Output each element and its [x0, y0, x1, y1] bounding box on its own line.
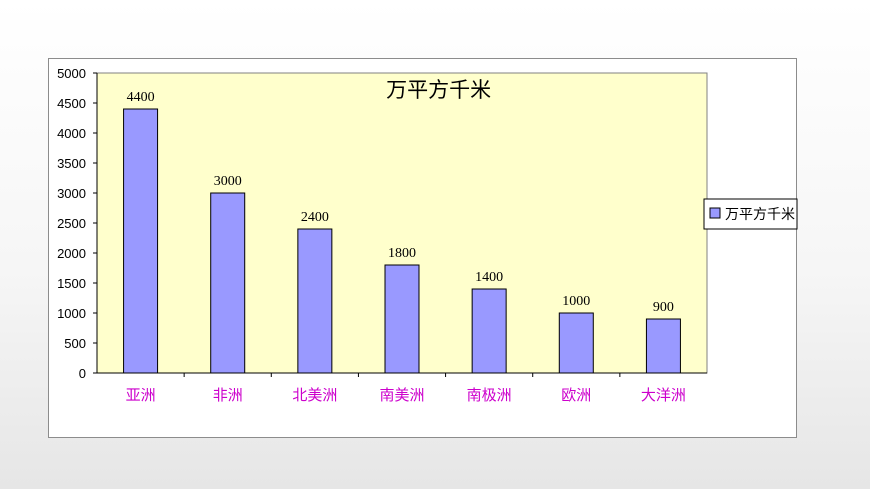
- data-labels: 4400 3000 2400 1800 1400 1000 900: [127, 90, 674, 315]
- category-label: 南美洲: [379, 386, 424, 404]
- y-tick-label: 500: [64, 336, 86, 351]
- bar: [123, 108, 159, 374]
- bars: [123, 108, 681, 374]
- data-label: 900: [653, 300, 674, 315]
- legend-label: 万平方千米: [725, 207, 795, 223]
- bar: [384, 264, 420, 374]
- bar: [645, 318, 681, 374]
- data-label: 1400: [475, 270, 503, 285]
- data-label: 1000: [562, 294, 590, 309]
- y-axis: 0 500 1000 1500 2000 2500 3000 3500 4000 4500 5000: [57, 66, 98, 381]
- category-label: 非洲: [213, 386, 243, 404]
- y-tick-label: 4500: [57, 96, 86, 111]
- x-axis: 亚洲 非洲 北美洲 南美洲 南极洲 欧洲 大洋洲: [97, 372, 707, 404]
- legend-swatch: [709, 207, 721, 219]
- bar: [297, 228, 333, 374]
- chart-frame: 0 500 1000 1500 2000 2500 3000 3500 4000 4500 5000…: [48, 58, 798, 438]
- y-tick-label: 4000: [57, 126, 86, 141]
- category-label: 南极洲: [467, 386, 512, 404]
- bar: [471, 288, 507, 374]
- legend: 万平方千米: [703, 198, 798, 230]
- category-label: 大洋洲: [641, 386, 686, 404]
- data-label: 1800: [388, 246, 416, 261]
- y-tick-label: 3000: [57, 186, 86, 201]
- bar: [558, 312, 594, 374]
- y-tick-label: 1000: [57, 306, 86, 321]
- y-tick-label: 2500: [57, 216, 86, 231]
- y-tick-label: 0: [79, 366, 86, 381]
- data-label: 2400: [301, 210, 329, 225]
- chart-title: 万平方千米: [386, 78, 491, 102]
- y-tick-label: 2000: [57, 246, 86, 261]
- category-label: 亚洲: [126, 386, 156, 404]
- y-tick-label: 1500: [57, 276, 86, 291]
- category-label: 欧洲: [561, 386, 591, 404]
- data-label: 3000: [214, 174, 242, 189]
- y-tick-label: 5000: [57, 66, 86, 81]
- bar: [210, 192, 246, 374]
- category-label: 北美洲: [292, 386, 337, 404]
- y-tick-label: 3500: [57, 156, 86, 171]
- bar-chart: 0 500 1000 1500 2000 2500 3000 3500 4000 4500 5000…: [57, 66, 798, 404]
- data-label: 4400: [127, 90, 155, 105]
